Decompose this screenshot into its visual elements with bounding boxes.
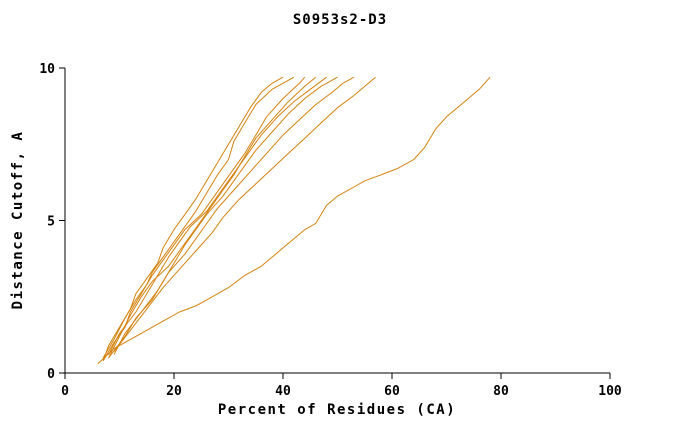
axes <box>64 68 610 374</box>
series-line-curve-4 <box>108 76 317 359</box>
series-line-curve-8 <box>113 76 376 352</box>
series-line-curve-2 <box>102 76 295 359</box>
x-tick-label: 20 <box>166 384 182 399</box>
series-line-curve-1 <box>102 76 284 361</box>
y-tick-label: 0 <box>47 367 55 382</box>
x-tick-label: 0 <box>61 384 69 399</box>
y-tick-label: 5 <box>47 215 55 230</box>
series-line-curve-5 <box>108 76 327 355</box>
y-tick-label: 10 <box>39 62 55 77</box>
series-line-curve-9 <box>97 76 491 365</box>
x-tick-label: 60 <box>384 384 400 399</box>
series-line-curve-6 <box>108 76 338 359</box>
series-line-curve-3 <box>102 76 306 362</box>
chart-title: S0953s2-D3 <box>292 12 388 28</box>
x-tick-label: 40 <box>275 384 291 399</box>
x-axis-label: Percent of Residues (CA) <box>217 402 457 418</box>
x-tick-label: 100 <box>598 384 622 399</box>
series-line-curve-7 <box>113 76 355 355</box>
x-tick-label: 80 <box>493 384 509 399</box>
